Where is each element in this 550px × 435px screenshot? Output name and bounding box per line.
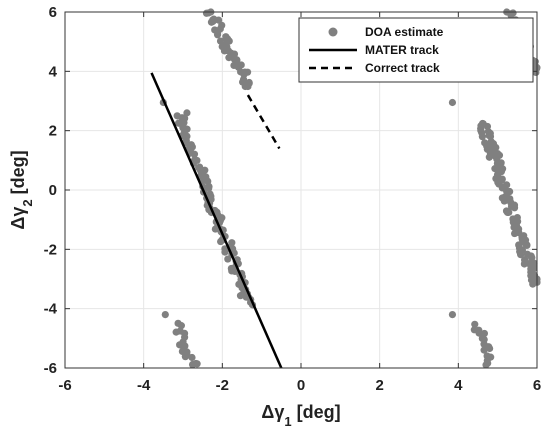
doa-estimate-point — [197, 171, 205, 179]
y-axis-label-subscript: 2 — [20, 199, 35, 206]
x-axis-label-unit: [deg] — [292, 402, 341, 422]
y-tick-label: 0 — [49, 182, 57, 199]
doa-estimate-point — [205, 184, 213, 192]
y-tick-label: 6 — [49, 4, 57, 21]
y-axis-label: Δγ2 [deg] — [8, 150, 35, 229]
legend-marker-doa-estimate — [328, 27, 338, 37]
doa-estimate-point — [485, 153, 493, 161]
doa-estimate-point — [216, 37, 225, 45]
legend-label-doa-estimate: DOA estimate — [365, 25, 444, 39]
y-axis-label-unit: [deg] — [8, 150, 28, 199]
doa-estimate-point — [510, 204, 519, 212]
doa-estimate-point — [181, 342, 189, 350]
doa-estimate-point — [211, 225, 219, 233]
legend-label-correct-track: Correct track — [365, 61, 440, 75]
doa-estimate-point — [507, 11, 515, 19]
doa-estimate-point — [214, 16, 223, 24]
doa-estimate-point — [183, 109, 191, 117]
doa-estimate-point — [510, 229, 519, 238]
doa-estimate-point — [188, 353, 196, 362]
legend-label-mater-track: MATER track — [365, 43, 439, 57]
doa-estimate-point — [505, 208, 513, 216]
x-tick-label: -2 — [216, 377, 229, 394]
doa-estimate-point — [224, 255, 232, 263]
doa-estimate-point — [161, 311, 169, 319]
doa-estimate-point — [204, 9, 213, 17]
y-tick-label: 2 — [49, 123, 57, 140]
doa-estimate-point — [193, 360, 201, 368]
doa-estimate-point — [225, 54, 233, 62]
doa-estimate-point — [244, 82, 252, 91]
data-layer — [150, 8, 541, 369]
doa-estimate-point — [238, 290, 246, 299]
doa-estimate-point — [475, 329, 483, 337]
y-tick-label: 4 — [49, 63, 58, 80]
doa-estimate-point — [532, 68, 540, 77]
y-tick-label: -2 — [44, 241, 57, 258]
x-tick-label: -6 — [58, 377, 71, 394]
doa-estimate-point — [448, 98, 457, 107]
x-tick-label: 6 — [533, 377, 541, 394]
correct-track-line — [246, 94, 281, 150]
doa-estimate-point — [221, 248, 229, 256]
x-tick-label: -4 — [137, 377, 151, 394]
y-tick-label: -6 — [44, 360, 57, 377]
x-axis-label-subscript: 1 — [284, 414, 291, 429]
doa-estimate-point — [523, 241, 531, 249]
x-axis-label-main: Δγ — [261, 402, 284, 422]
legend: DOA estimate MATER track Correct track — [298, 17, 534, 83]
doa-estimate-point — [177, 322, 185, 330]
doa-estimate-point — [528, 254, 536, 262]
ticks: -6 -4 -2 0 2 4 6 -6 -4 -2 0 2 4 6 — [44, 4, 542, 394]
doa-estimate-point — [448, 311, 457, 319]
doa-estimate-point — [181, 353, 189, 361]
doa-estimate-point — [172, 328, 180, 336]
x-tick-label: 0 — [297, 377, 305, 394]
doa-estimate-point — [500, 197, 508, 205]
mater-track-line — [150, 72, 283, 369]
doa-estimate-point — [471, 320, 479, 328]
doa-estimate-point — [484, 359, 492, 367]
doa-estimate-point — [517, 251, 525, 259]
x-tick-label: 2 — [375, 377, 383, 394]
y-tick-label: -4 — [44, 301, 58, 318]
x-axis-label: Δγ1 [deg] — [261, 402, 340, 429]
doa-estimate-point — [485, 131, 493, 140]
doa-estimate-point — [518, 235, 526, 243]
doa-estimate-point — [486, 344, 494, 353]
doa-estimate-point — [207, 18, 216, 26]
y-axis-label-main: Δγ — [8, 207, 28, 230]
doa-estimate-point — [480, 346, 488, 354]
doa-estimate-point — [478, 133, 486, 141]
doa-estimate-point — [190, 150, 199, 158]
doa-estimate-point — [213, 31, 222, 39]
x-tick-label: 4 — [454, 377, 463, 394]
doa-estimate-point — [232, 56, 241, 64]
doa-estimate-point — [503, 187, 511, 195]
